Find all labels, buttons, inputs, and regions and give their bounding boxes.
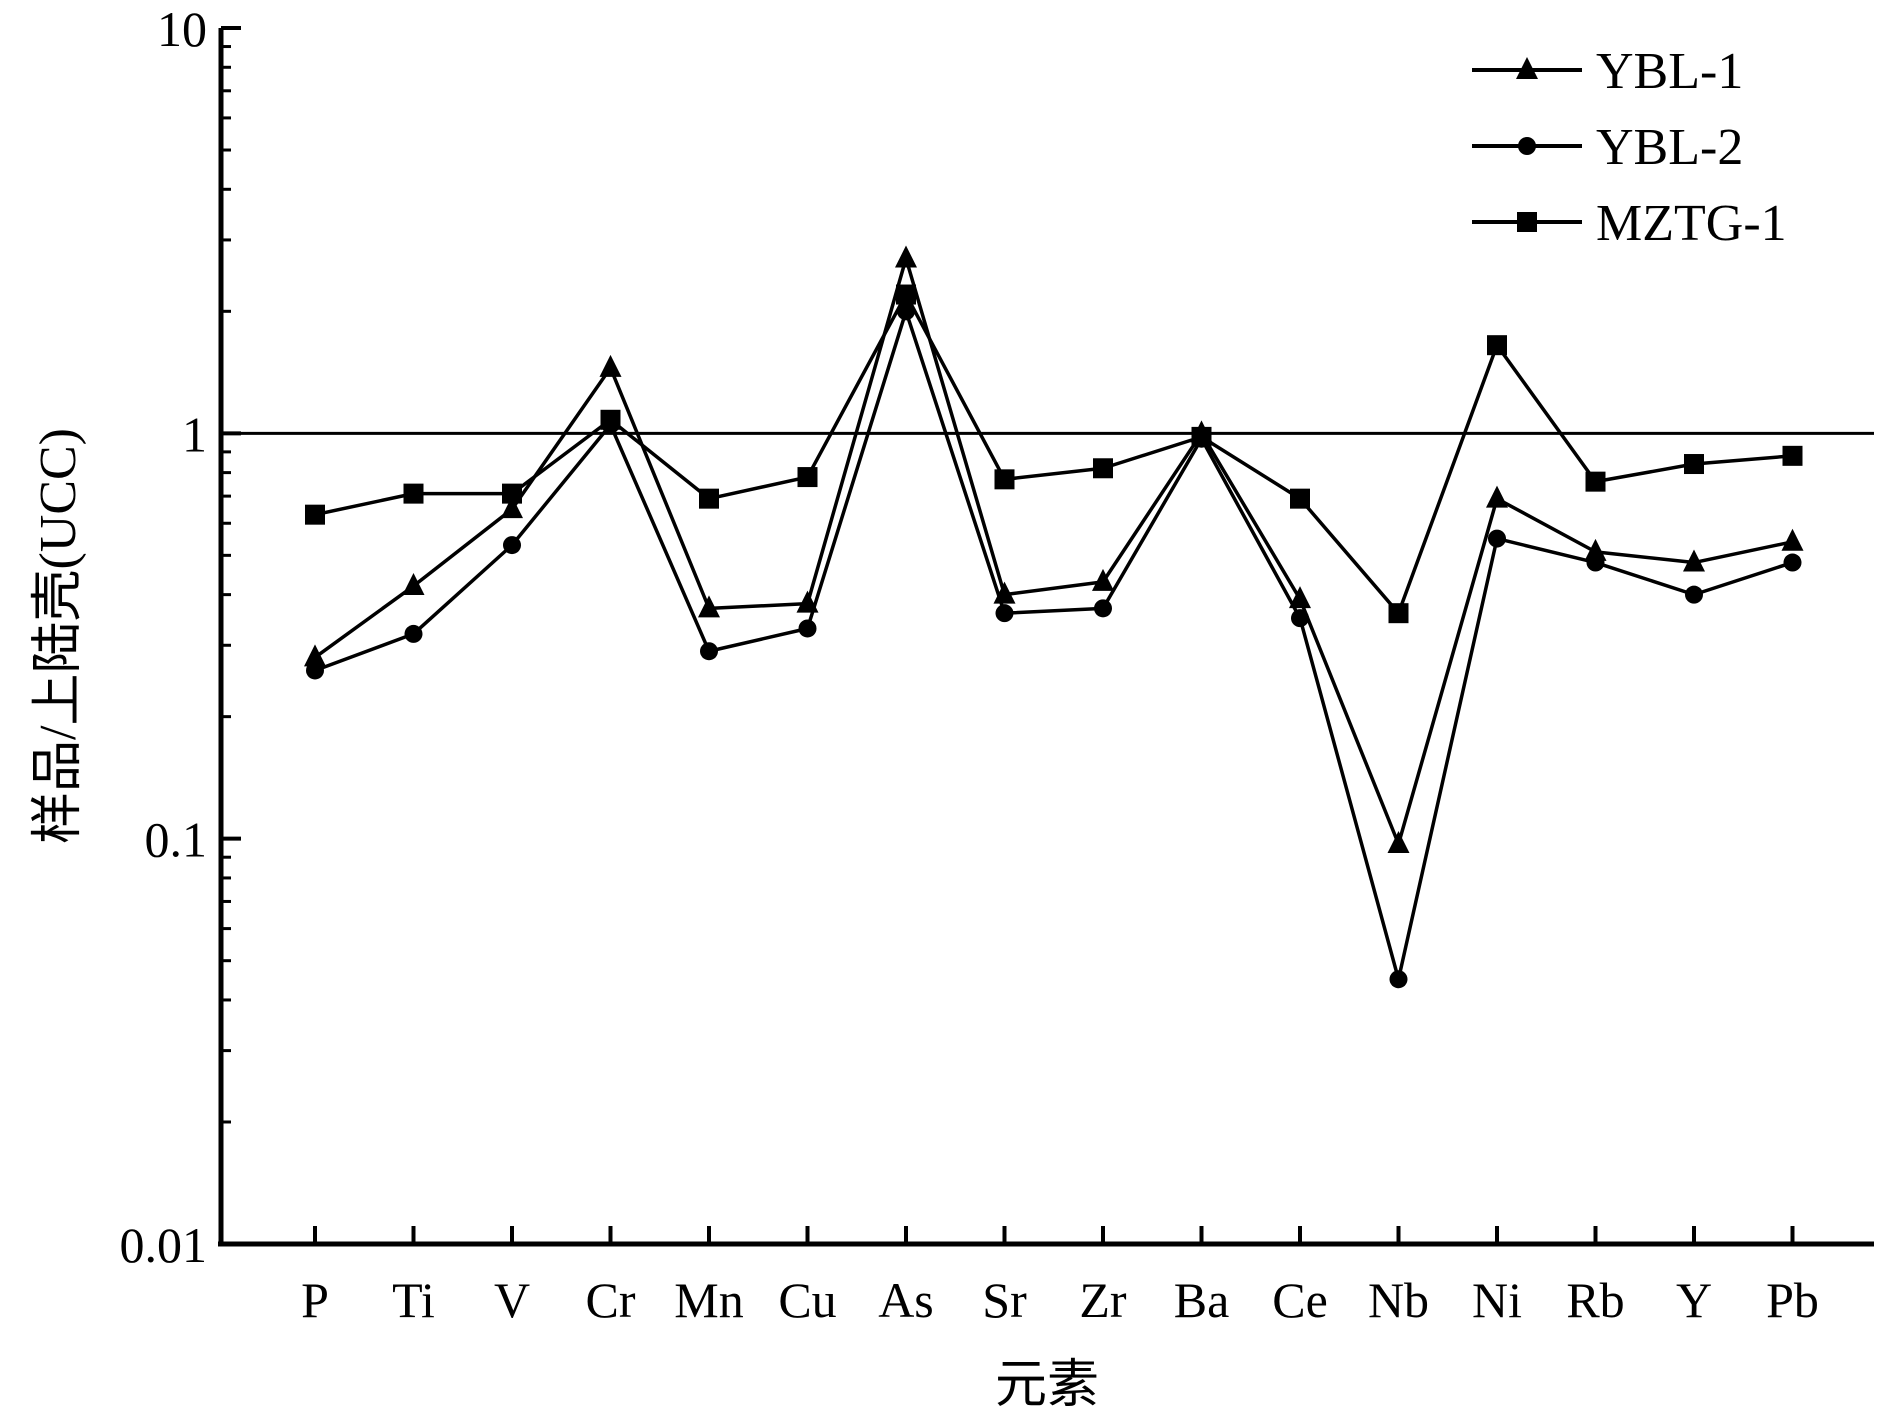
x-tick-label: Zr <box>1079 1272 1127 1328</box>
axes <box>218 28 1874 1247</box>
ticks: 10 1 0.1 0.01 P Ti V Cr Mn Cu As Sr Zr Ba Ce Nb Ni Rb Y Pb <box>120 1 1819 1328</box>
data-point <box>1488 529 1506 548</box>
x-axis-title: 元素 <box>995 1357 1099 1414</box>
data-point <box>1290 488 1310 509</box>
series-layer <box>304 245 1804 989</box>
data-point <box>1191 426 1212 447</box>
y-tick-label: 0.01 <box>120 1217 208 1273</box>
legend-item: YBL-1 <box>1472 43 1743 100</box>
legend-label: YBL-2 <box>1596 119 1743 176</box>
x-tick-label: Ba <box>1174 1272 1230 1328</box>
data-point <box>994 469 1015 490</box>
legend-label: MZTG-1 <box>1596 195 1787 252</box>
data-point <box>700 642 718 661</box>
data-point <box>1486 485 1508 508</box>
y-axis-title: 样品/上陆壳(UCC) <box>30 428 87 844</box>
legend-marker <box>1517 212 1537 232</box>
data-point <box>404 624 423 643</box>
x-tick-label: V <box>494 1272 530 1328</box>
data-point <box>1684 454 1704 475</box>
data-point <box>1389 970 1408 989</box>
x-tick-label: Ni <box>1472 1272 1522 1328</box>
data-point <box>896 284 916 305</box>
x-tick-label: Y <box>1676 1272 1712 1328</box>
series-line <box>313 256 1793 846</box>
data-point <box>1584 538 1607 561</box>
legend-marker <box>1516 57 1538 79</box>
x-tick-label: Cu <box>778 1272 836 1328</box>
legend-item: MZTG-1 <box>1472 195 1787 252</box>
data-point <box>501 496 523 519</box>
series-line <box>314 309 1794 981</box>
series-line <box>314 292 1793 615</box>
data-point <box>502 483 522 504</box>
data-point <box>1782 445 1803 466</box>
legend-label: YBL-1 <box>1596 43 1743 100</box>
x-tick-label: Ti <box>392 1272 435 1328</box>
data-point <box>798 619 817 638</box>
data-point <box>1387 831 1410 854</box>
x-tick-label: As <box>878 1272 934 1328</box>
data-point <box>600 409 621 430</box>
series-MZTG-1 <box>305 284 1803 624</box>
legend-marker <box>1518 137 1536 155</box>
data-point <box>1685 585 1703 604</box>
data-point <box>1093 458 1113 479</box>
data-point <box>1487 335 1507 356</box>
data-point <box>699 488 719 509</box>
x-tick-label: Cr <box>586 1272 636 1328</box>
data-point <box>698 595 720 618</box>
data-point <box>403 483 424 504</box>
x-tick-label: Mn <box>674 1272 743 1328</box>
data-point <box>599 354 622 377</box>
series-YBL-1 <box>304 245 1804 854</box>
data-point <box>1683 549 1705 572</box>
data-point <box>995 604 1014 623</box>
data-point <box>1586 553 1605 572</box>
data-point <box>1781 528 1804 551</box>
data-point <box>895 245 917 268</box>
x-tick-label: Rb <box>1566 1272 1624 1328</box>
data-point <box>1783 553 1802 572</box>
x-tick-label: Sr <box>982 1272 1027 1328</box>
data-point <box>1094 599 1112 618</box>
data-point <box>306 661 324 680</box>
x-tick-label: Pb <box>1766 1272 1819 1328</box>
x-tick-label: Ce <box>1272 1272 1328 1328</box>
data-point <box>797 467 818 488</box>
series-YBL-2 <box>306 302 1802 989</box>
y-tick-label: 0.1 <box>145 812 208 868</box>
legend-item: YBL-2 <box>1472 119 1743 176</box>
y-tick-label: 10 <box>157 1 207 57</box>
data-point <box>1388 603 1409 624</box>
data-point <box>304 644 326 667</box>
data-point <box>1585 471 1606 492</box>
legend: YBL-1 YBL-2 MZTG-1 <box>1472 43 1787 252</box>
data-point <box>503 536 521 555</box>
y-tick-label: 1 <box>182 406 207 462</box>
data-point <box>1289 586 1311 609</box>
x-tick-label: Nb <box>1368 1272 1429 1328</box>
data-point <box>1291 609 1309 628</box>
data-point <box>1092 568 1114 591</box>
data-point <box>305 504 325 525</box>
data-point <box>897 302 915 321</box>
data-point <box>402 573 425 596</box>
x-tick-label: P <box>301 1272 329 1328</box>
